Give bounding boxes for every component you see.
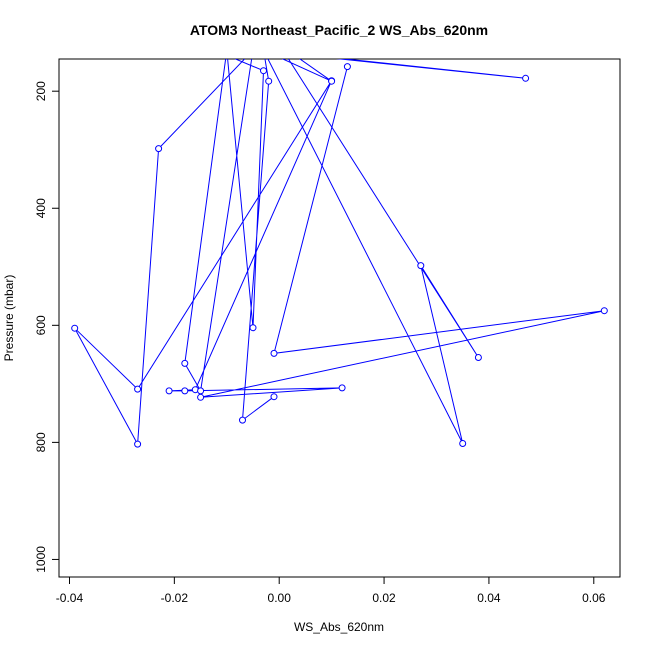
data-point: [155, 145, 163, 153]
data-point: [181, 387, 189, 395]
data-point: [328, 77, 336, 85]
data-point: [71, 324, 79, 332]
y-axis: 200 400 600 800 1000: [34, 81, 60, 573]
chart-title: ATOM3 Northeast_Pacific_2 WS_Abs_620nm: [190, 22, 488, 38]
data-point: [265, 77, 273, 85]
data-point: [338, 384, 346, 392]
x-tick-label: -0.02: [161, 591, 189, 605]
data-point: [134, 385, 142, 393]
data-point: [261, 47, 267, 53]
x-tick-label: 0.06: [582, 591, 606, 605]
data-point: [459, 440, 467, 447]
data-point: [181, 359, 189, 367]
data-point: [198, 41, 204, 47]
data-point: [134, 440, 142, 448]
data-point: [249, 324, 257, 332]
data-point: [276, 41, 282, 47]
series-line: [74, 59, 605, 446]
data-point: [474, 354, 482, 361]
data-point: [165, 387, 173, 395]
x-tick-label: 0.04: [477, 591, 501, 605]
y-tick-label: 200: [34, 81, 48, 101]
x-tick-label: 0.02: [372, 591, 396, 605]
points-layer: [71, 41, 608, 448]
data-point: [239, 416, 246, 424]
plot-frame: [58, 58, 621, 578]
data-point: [522, 74, 530, 82]
data-point: [343, 63, 351, 71]
data-point: [600, 307, 608, 315]
x-tick-label: 0.00: [268, 591, 292, 605]
data-point: [261, 47, 267, 53]
data-point: [260, 67, 267, 75]
y-tick-label: 1000: [34, 546, 48, 573]
x-tick-label: -0.04: [56, 591, 84, 605]
y-tick-label: 400: [34, 198, 48, 218]
data-point: [197, 387, 205, 395]
data-point: [270, 393, 278, 401]
x-axis: -0.04 -0.02 0.00 0.02 0.04 0.06: [56, 576, 606, 605]
data-point: [250, 47, 256, 53]
y-axis-label: Pressure (mbar): [2, 275, 16, 362]
series-layer: [74, 59, 605, 446]
x-axis-label: WS_Abs_620nm: [294, 620, 384, 634]
data-point: [417, 262, 425, 270]
y-tick-label: 600: [34, 315, 48, 335]
data-point: [224, 47, 230, 53]
data-point: [197, 393, 205, 401]
y-tick-label: 800: [34, 432, 48, 452]
data-point: [270, 349, 278, 357]
